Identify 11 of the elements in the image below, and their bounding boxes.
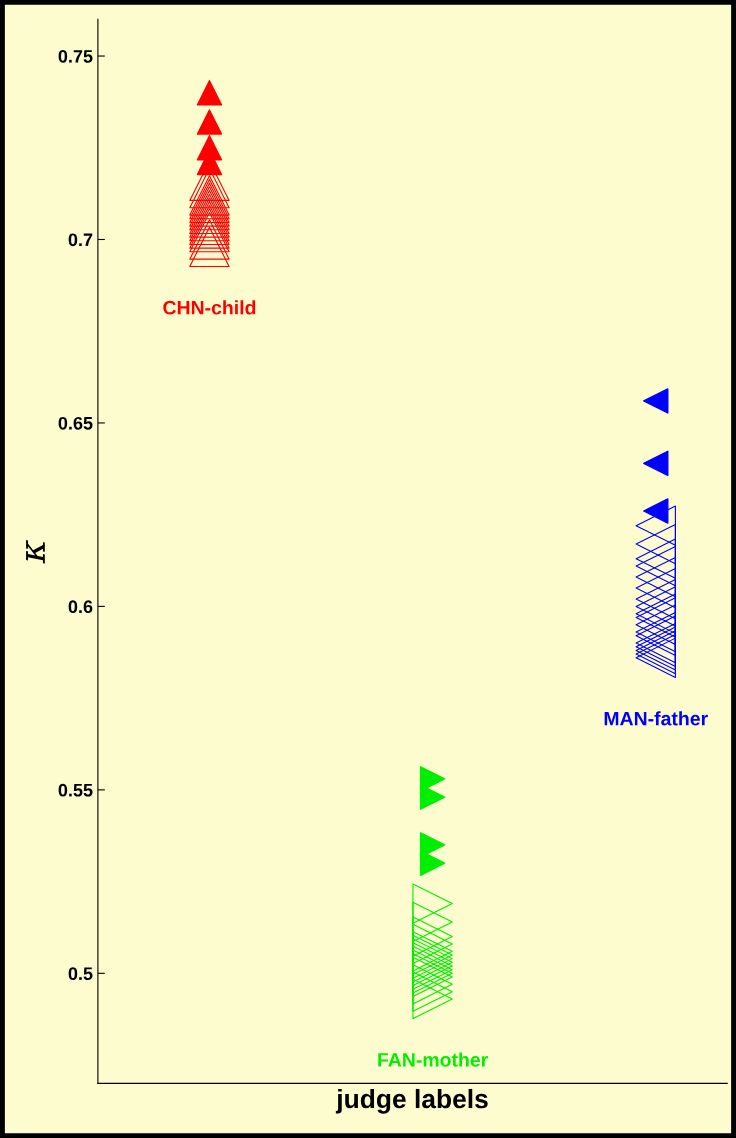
- y-tick-label: 0.7: [68, 233, 93, 247]
- y-tick-label: 0.6: [68, 600, 93, 614]
- y-tick-label: 0.5: [68, 967, 93, 981]
- y-tick-label: 0.75: [58, 49, 93, 63]
- annotation: CHN-child: [163, 300, 256, 315]
- y-tick-label: 0.55: [58, 783, 93, 797]
- x-axis-title: judge labels: [335, 1088, 488, 1114]
- annotation: MAN-father: [604, 711, 708, 726]
- y-tick-label: 0.65: [58, 416, 93, 430]
- y-axis-title: κ: [26, 540, 45, 564]
- annotation: FAN-mother: [378, 1052, 488, 1067]
